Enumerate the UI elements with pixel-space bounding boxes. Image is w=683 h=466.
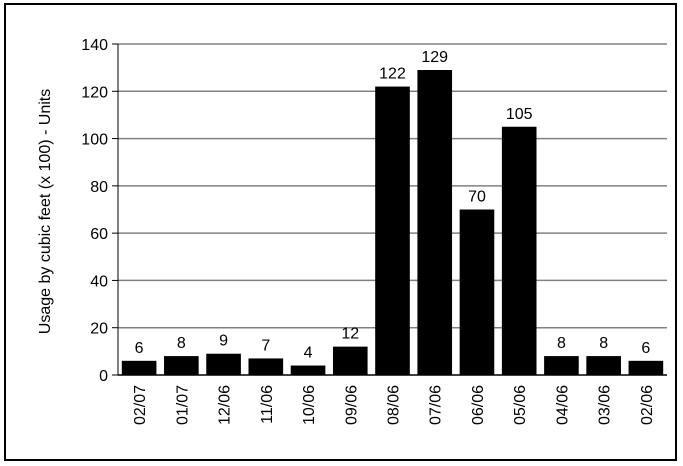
- bar: [332, 346, 368, 375]
- x-tick-label: 11/06: [259, 385, 276, 424]
- bar: [417, 70, 453, 375]
- y-tick-label: 60: [90, 226, 108, 243]
- bar: [544, 356, 579, 375]
- data-label: 9: [219, 333, 228, 350]
- y-axis-title: Usage by cubic feet (x 100) - Units: [37, 89, 54, 334]
- bar: [375, 86, 410, 376]
- data-label: 4: [304, 345, 313, 362]
- bar: [248, 358, 284, 375]
- x-tick-label: 01/07: [174, 385, 191, 425]
- data-label: 6: [641, 340, 650, 357]
- x-tick-label: 09/06: [343, 385, 360, 425]
- data-label: 7: [261, 337, 270, 354]
- x-tick-label: 08/06: [386, 385, 403, 425]
- data-label: 129: [421, 49, 448, 66]
- bar: [164, 356, 199, 375]
- axes: [117, 44, 667, 376]
- bar: [586, 356, 621, 375]
- data-labels: 6 8 9 7 4 12 122 129 70 105 8 8 6: [135, 49, 651, 362]
- chart-frame: [4, 3, 677, 461]
- x-tick-label: 07/06: [428, 385, 445, 425]
- bar: [121, 360, 157, 375]
- data-label: 12: [341, 326, 359, 343]
- data-label: 70: [468, 189, 486, 206]
- data-label: 122: [379, 66, 406, 83]
- x-tick-label: 03/06: [597, 385, 614, 425]
- y-tick-label: 40: [90, 273, 108, 290]
- bar: [459, 209, 495, 375]
- x-tick-label: 05/06: [512, 385, 529, 425]
- y-tick-labels: 0 20 40 60 80 100 120 140: [81, 37, 118, 385]
- y-tick-label: 140: [81, 37, 108, 54]
- x-tick-label: 02/07: [132, 385, 149, 425]
- x-tick-label: 02/06: [639, 385, 656, 425]
- y-tick-label: 20: [90, 321, 108, 338]
- y-tick-label: 100: [81, 132, 108, 149]
- data-label: 105: [506, 106, 533, 123]
- bars: [121, 70, 664, 376]
- x-tick-label: 06/06: [470, 385, 487, 425]
- x-tick-label: 10/06: [301, 385, 318, 425]
- bar: [501, 126, 537, 375]
- data-label: 8: [557, 335, 566, 352]
- x-tick-label: 04/06: [554, 385, 571, 425]
- data-label: 8: [177, 335, 186, 352]
- x-tick-label: 12/06: [217, 385, 234, 425]
- y-tick-label: 120: [81, 84, 108, 101]
- x-tick-labels: 02/07 01/07 12/06 11/06 10/06 09/06 08/06 07/06…: [132, 385, 656, 425]
- data-label: 8: [599, 335, 608, 352]
- data-label: 6: [135, 340, 144, 357]
- bar: [206, 353, 241, 375]
- y-tick-label: 80: [90, 179, 108, 196]
- bar: [290, 365, 326, 375]
- bar: [628, 360, 664, 375]
- y-tick-label: 0: [99, 368, 108, 385]
